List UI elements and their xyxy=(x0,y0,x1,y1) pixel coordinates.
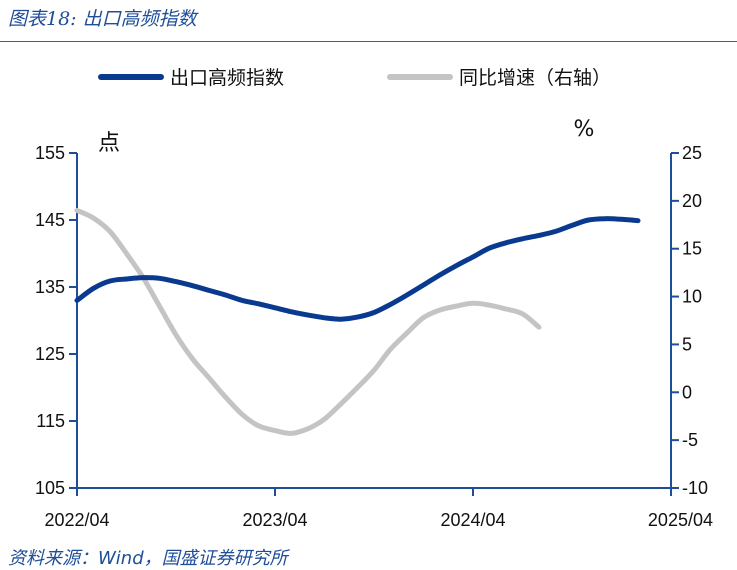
x-tick-label: 2023/04 xyxy=(242,510,307,530)
left-tick-label: 155 xyxy=(35,143,65,163)
right-tick-label: 25 xyxy=(682,143,702,163)
right-tick-label: 0 xyxy=(682,382,692,402)
legend-yoy-growth-label: 同比增速（右轴） xyxy=(459,67,611,89)
series-line-yoy-growth xyxy=(74,207,542,436)
left-tick-label: 145 xyxy=(35,210,65,230)
left-tick-label: 115 xyxy=(36,411,65,431)
x-tick-label: 2022/04 xyxy=(44,510,109,530)
right-tick-label: 15 xyxy=(682,239,702,259)
legend-export-index-label: 出口高频指数 xyxy=(170,67,284,89)
left-axis-unit: 点 xyxy=(98,131,120,156)
right-axis-unit: % xyxy=(574,117,595,142)
title-divider xyxy=(0,41,737,42)
right-tick-label: -10 xyxy=(682,478,708,498)
right-tick-label: 10 xyxy=(682,287,702,307)
source-note: 资料来源：Wind，国盛证券研究所 xyxy=(8,548,288,569)
series-line-export-index xyxy=(74,216,641,322)
x-tick-label: 2024/04 xyxy=(440,510,505,530)
left-tick-label: 135 xyxy=(35,277,65,297)
right-tick-label: 20 xyxy=(682,191,702,211)
right-tick-label: 5 xyxy=(682,334,692,354)
x-tick-label: 2025/04 xyxy=(648,510,713,530)
left-tick-label: 125 xyxy=(35,344,65,364)
figure-title: 图表18: 出口高频指数 xyxy=(8,8,197,30)
right-tick-label: -5 xyxy=(682,430,698,450)
left-tick-label: 105 xyxy=(35,478,65,498)
